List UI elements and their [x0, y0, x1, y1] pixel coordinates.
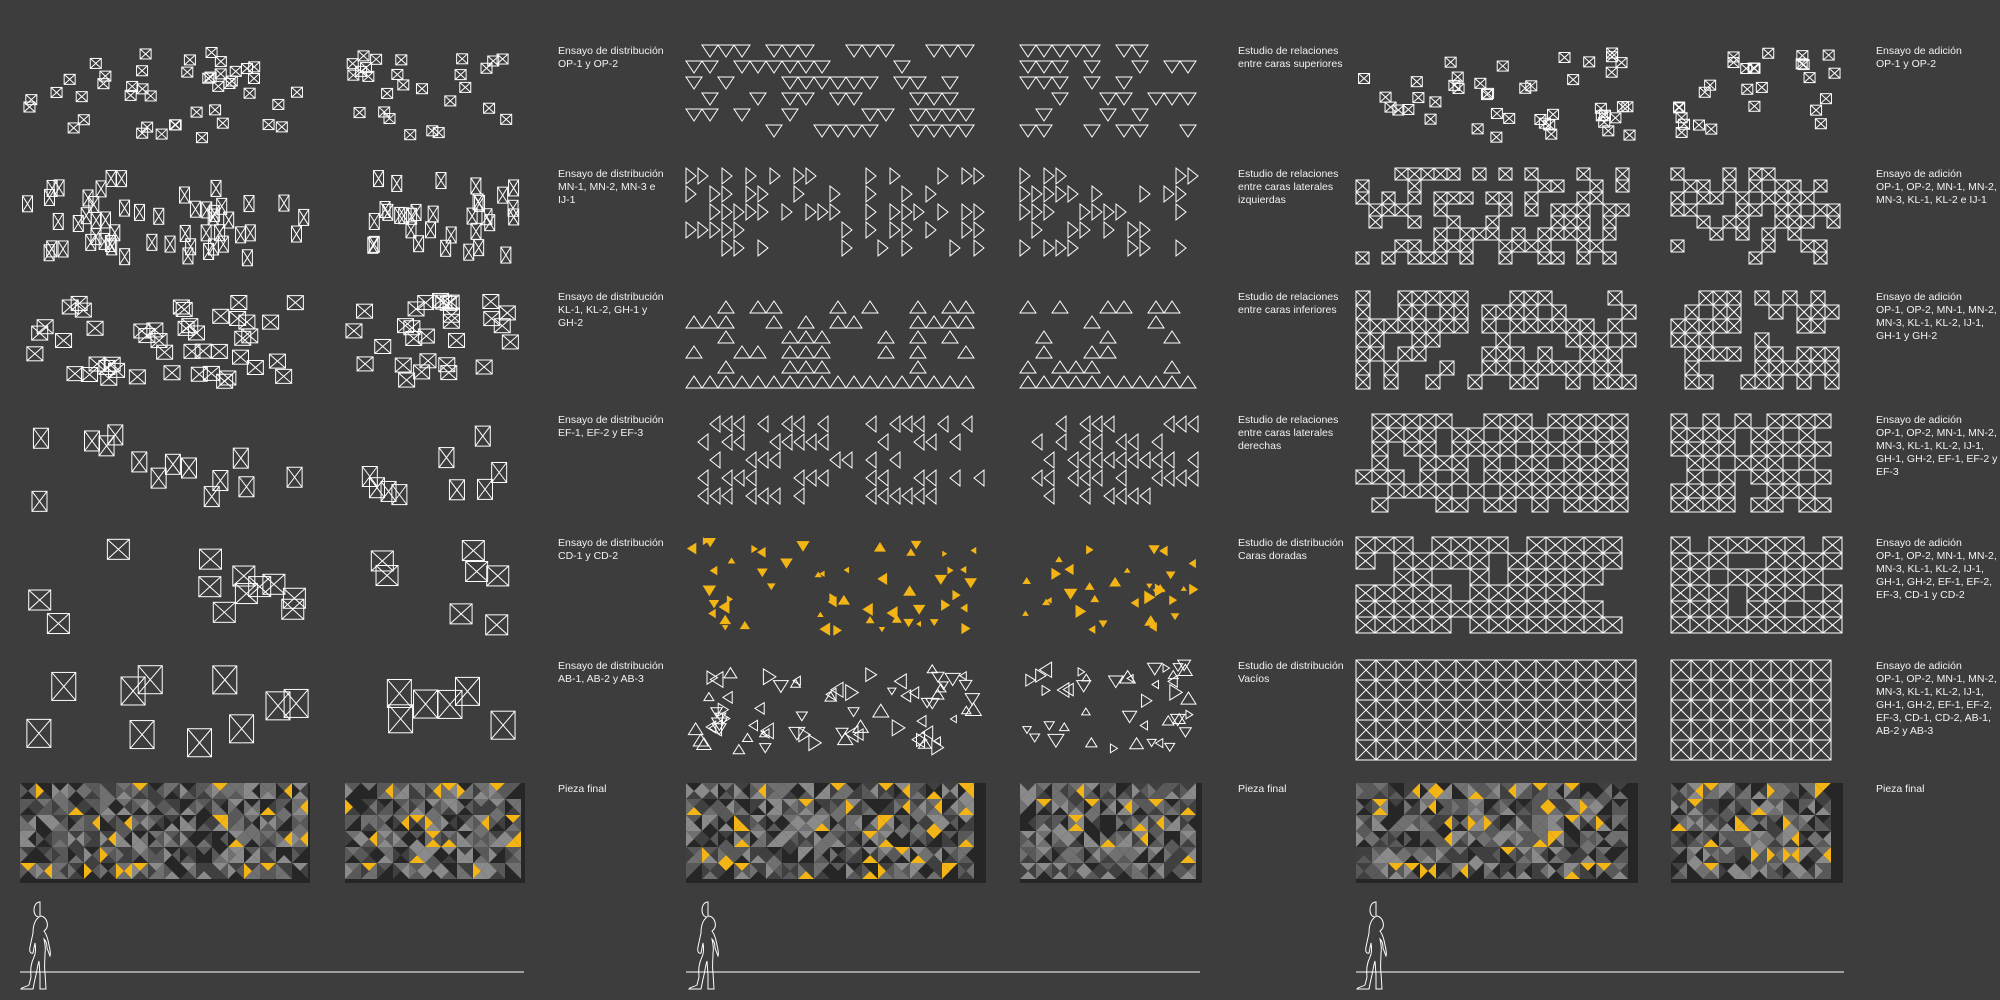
label-c2-r1: Estudio de relaciones entre caras superio…: [1238, 45, 1343, 70]
col2-panel3-row1: [1019, 44, 1197, 138]
label-c3-r2: Ensayo de adición OP-1, OP-2, MN-1, MN-2,…: [1876, 168, 1997, 206]
col1-panel1-row6: [386, 676, 516, 740]
col1-panel0-row2: [22, 169, 310, 267]
label-c1-r6: Ensayo de distribución AB-1, AB-2 y AB-3: [558, 660, 664, 685]
col3-panel5-row5: [1670, 536, 1843, 634]
col2-panel3-row2: [1019, 166, 1199, 258]
col3-panel4-row2: [1355, 167, 1630, 265]
col2-panel2-row6: [687, 663, 983, 756]
col3-panel5-row3: [1670, 290, 1840, 390]
label-c2-r5: Estudio de distribución Caras doradas: [1238, 537, 1344, 562]
col2-panel2-row2: [685, 166, 985, 258]
label-c1-r3: Ensayo de distribución KL-1, KL-2, GH-1 y…: [558, 291, 664, 329]
human-silhouette-icon-middle: [688, 901, 719, 990]
col3-panel4-row1: [1358, 47, 1636, 143]
col2-panel2-row5: [686, 537, 977, 636]
col1-panel1-row3: [345, 292, 519, 388]
label-c3-r3: Ensayo de adición OP-1, OP-2, MN-1, MN-2,…: [1876, 291, 1997, 342]
col1-panel0-row4: [31, 424, 303, 512]
label-c3-r6: Ensayo de adición OP-1, OP-2, MN-1, MN-2,…: [1876, 660, 1997, 737]
final-piece-panel5: [1671, 783, 1843, 883]
col1-panel1-row5: [370, 540, 510, 636]
final-piece-panel4: [1356, 783, 1638, 883]
col2-panel2-row3: [685, 300, 975, 389]
col1-panel1-row1: [346, 50, 513, 141]
label-c2-r3: Estudio de relaciones entre caras inferio…: [1238, 291, 1339, 316]
label-c3-r4: Ensayo de adición OP-1, OP-2, MN-1, MN-2,…: [1876, 414, 1998, 478]
final-piece-panel2: [686, 783, 986, 883]
col3-panel4-row4: [1355, 413, 1629, 513]
label-c2-r4: Estudio de relaciones entre caras lateral…: [1238, 414, 1339, 452]
col1-panel1-row2: [367, 170, 520, 264]
col1-panel0-row5: [28, 538, 306, 635]
col2-panel2-row1: [685, 44, 975, 138]
col1-panel0-row1: [23, 46, 303, 144]
human-silhouette-icon-right: [1356, 901, 1387, 990]
human-silhouette-icon-left: [20, 901, 51, 990]
label-c1-r1: Ensayo de distribución OP-1 y OP-2: [558, 45, 664, 70]
col1-panel0-row3: [26, 295, 304, 389]
col3-panel4-row6: [1355, 659, 1637, 761]
col1-panel0-row6: [26, 665, 309, 758]
label-c2-r2: Estudio de relaciones entre caras lateral…: [1238, 168, 1339, 206]
col3-panel5-row4: [1670, 413, 1832, 513]
col2-panel2-row4: [697, 414, 985, 506]
col3-panel4-row5: [1355, 536, 1623, 634]
col2-panel3-row5: [1022, 545, 1199, 634]
label-c3-r7: Pieza final: [1876, 783, 1925, 795]
label-c1-r5: Ensayo de distribución CD-1 y CD-2: [558, 537, 664, 562]
col3-panel5-row1: [1673, 47, 1841, 138]
col3-panel5-row6: [1670, 659, 1832, 761]
col3-panel4-row3: [1355, 290, 1637, 390]
label-c3-r5: Ensayo de adición OP-1, OP-2, MN-1, MN-2,…: [1876, 537, 1997, 601]
label-c1-r2: Ensayo de distribución MN-1, MN-2, MN-3 e…: [558, 168, 664, 206]
label-c2-r7: Pieza final: [1238, 783, 1287, 795]
col2-panel3-row6: [1021, 659, 1197, 754]
col2-panel3-row3: [1019, 300, 1197, 389]
label-c3-r1: Ensayo de adición OP-1 y OP-2: [1876, 45, 1962, 70]
label-c1-r4: Ensayo de distribución EF-1, EF-2 y EF-3: [558, 414, 664, 439]
col1-panel1-row4: [361, 425, 508, 506]
final-piece-panel3: [1020, 783, 1202, 883]
final-piece-panel0: [20, 783, 310, 883]
label-c1-r7: Pieza final: [558, 783, 607, 795]
final-piece-panel1: [345, 783, 525, 883]
col2-panel3-row4: [1031, 414, 1199, 506]
col3-panel5-row2: [1670, 167, 1841, 265]
label-c2-r6: Estudio de distribución Vacíos: [1238, 660, 1344, 685]
